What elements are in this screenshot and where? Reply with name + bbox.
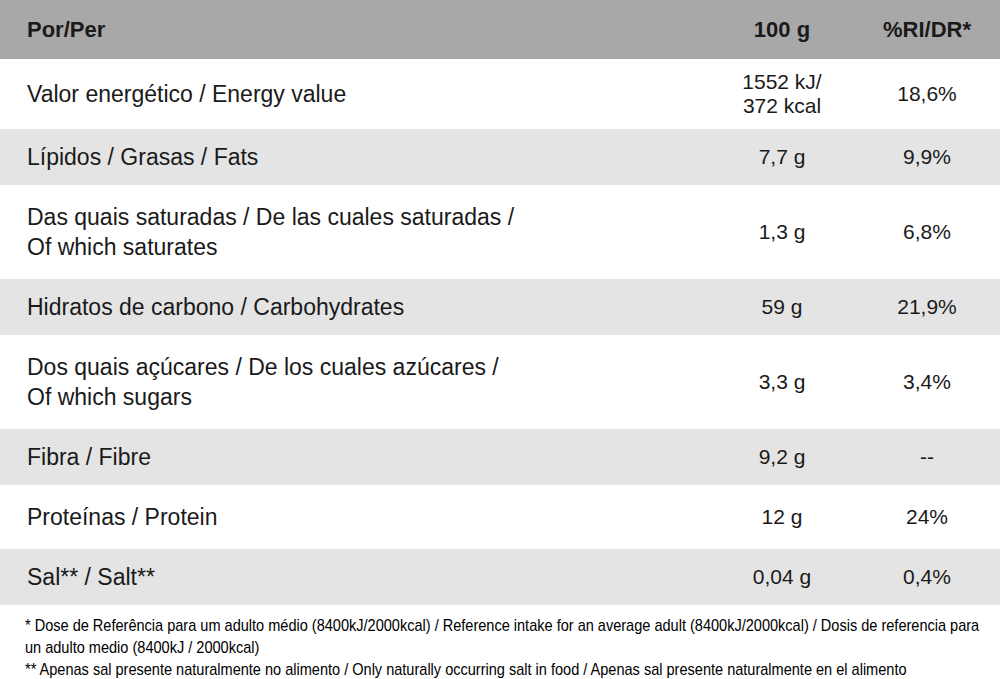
table-row: Proteínas / Protein 12 g24% xyxy=(0,489,1000,549)
nutrient-amount: 0,04 g xyxy=(710,558,854,596)
table-row: Fibra / Fibre 9,2 g-- xyxy=(0,429,1000,489)
table-row: Sal** / Salt** 0,04 g0,4% xyxy=(0,549,1000,609)
nutrient-amount: 59 g xyxy=(710,288,854,326)
nutrient-ri-percent: 21,9% xyxy=(854,295,1000,319)
nutrient-ri-percent: 24% xyxy=(854,505,1000,529)
nutrient-amount: 9,2 g xyxy=(710,438,854,476)
nutrition-facts-table: Por/Per 100 g %RI/DR* Valor energético /… xyxy=(0,0,1000,679)
nutrient-ri-percent: 3,4% xyxy=(854,370,1000,394)
nutrient-amount: 1552 kJ/ 372 kcal xyxy=(710,63,854,125)
nutrient-amount: 1,3 g xyxy=(710,213,854,251)
nutrient-label: Dos quais açúcares / De los cuales azúca… xyxy=(0,339,548,425)
nutrient-label: Proteínas / Protein xyxy=(0,489,548,545)
nutrient-ri-percent: 6,8% xyxy=(854,220,1000,244)
nutrient-label: Valor energético / Energy value xyxy=(0,66,548,122)
table-body: Valor energético / Energy value 1552 kJ/ … xyxy=(0,63,1000,609)
nutrient-label: Das quais saturadas / De las cuales satu… xyxy=(0,189,548,275)
footnote-reference-intake: * Dose de Referência para um adulto médi… xyxy=(25,615,981,659)
nutrient-ri-percent: 9,9% xyxy=(854,145,1000,169)
nutrient-amount: 7,7 g xyxy=(710,138,854,176)
table-row: Das quais saturadas / De las cuales satu… xyxy=(0,189,1000,279)
table-header-row: Por/Per 100 g %RI/DR* xyxy=(0,0,1000,63)
table-row: Valor energético / Energy value 1552 kJ/ … xyxy=(0,63,1000,129)
nutrient-amount: 12 g xyxy=(710,498,854,536)
nutrient-amount: 3,3 g xyxy=(710,363,854,401)
table-row: Lípidos / Grasas / Fats 7,7 g9,9% xyxy=(0,129,1000,189)
nutrient-ri-percent: -- xyxy=(854,445,1000,469)
header-per: Por/Per xyxy=(0,0,548,59)
nutrient-ri-percent: 0,4% xyxy=(854,565,1000,589)
nutrient-label: Lípidos / Grasas / Fats xyxy=(0,129,548,185)
table-row: Dos quais açúcares / De los cuales azúca… xyxy=(0,339,1000,429)
footnotes: * Dose de Referência para um adulto médi… xyxy=(25,615,1000,679)
footnote-salt: ** Apenas sal presente naturalmente no a… xyxy=(25,659,981,679)
header-amount: 100 g xyxy=(710,11,854,49)
nutrient-label: Sal** / Salt** xyxy=(0,549,548,605)
nutrient-ri-percent: 18,6% xyxy=(854,82,1000,106)
header-ri: %RI/DR* xyxy=(854,17,1000,43)
nutrient-label: Fibra / Fibre xyxy=(0,429,548,485)
table-row: Hidratos de carbono / Carbohydrates 59 g2… xyxy=(0,279,1000,339)
nutrient-label: Hidratos de carbono / Carbohydrates xyxy=(0,279,548,335)
